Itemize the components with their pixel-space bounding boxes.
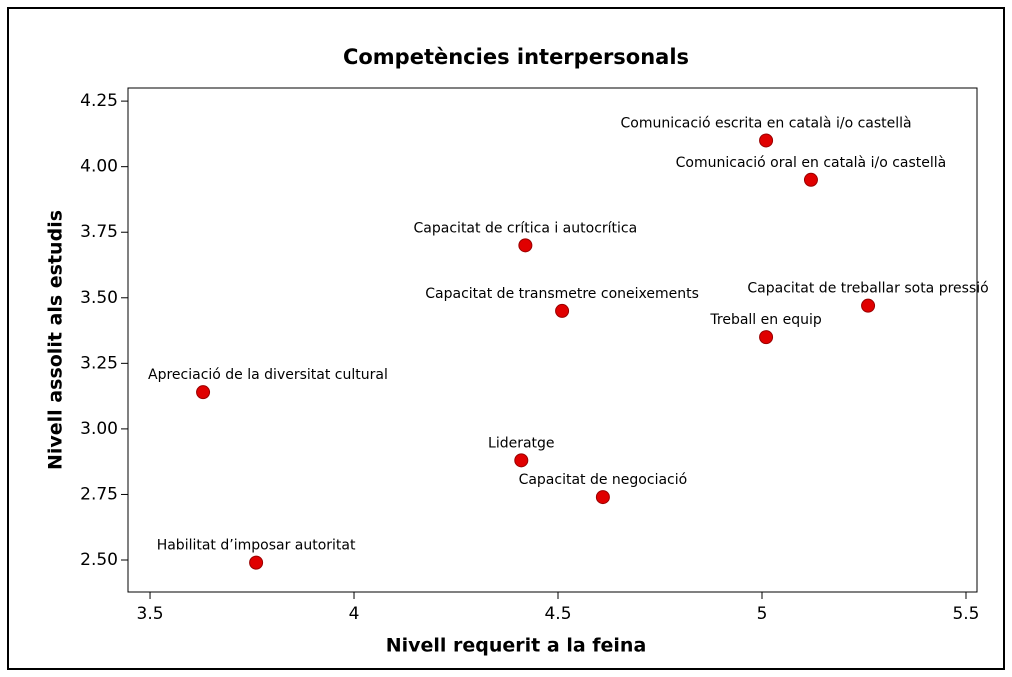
y-tick-label: 3.75 xyxy=(80,222,118,242)
y-tick-label: 3.00 xyxy=(80,419,118,439)
point xyxy=(595,490,610,505)
y-tick-label: 3.25 xyxy=(80,353,118,373)
point-label: Capacitat de treballar sota pressió xyxy=(747,281,988,297)
y-tick-label: 2.75 xyxy=(80,484,118,504)
point xyxy=(861,298,876,313)
point-label: Capacitat de crítica i autocrítica xyxy=(414,220,638,236)
point-label: Treball en equip xyxy=(709,312,821,328)
point-label: Capacitat de negociació xyxy=(519,472,688,488)
point-label: Comunicació escrita en català i/o castel… xyxy=(621,115,912,131)
point-label: Habilitat d’imposar autoritat xyxy=(157,538,356,554)
point-label: Lideratge xyxy=(488,435,555,451)
x-tick-label: 4.5 xyxy=(544,604,571,624)
x-tick-label: 3.5 xyxy=(137,604,164,624)
point xyxy=(196,385,211,400)
x-tick-label: 4 xyxy=(349,604,360,624)
point xyxy=(759,133,774,148)
point xyxy=(518,238,533,253)
x-tick-label: 5.5 xyxy=(952,604,979,624)
point xyxy=(249,555,264,570)
y-tick-label: 2.50 xyxy=(80,550,118,570)
point xyxy=(803,172,818,187)
point-label: Comunicació oral en català i/o castellà xyxy=(676,155,947,171)
frame xyxy=(7,7,1005,670)
x-axis-label: Nivell requerit a la feina xyxy=(386,635,647,657)
point-label: Apreciació de la diversitat cultural xyxy=(148,367,388,383)
plot-area xyxy=(127,87,978,593)
y-tick-label: 4.25 xyxy=(80,91,118,111)
x-tick-label: 5 xyxy=(757,604,768,624)
chart-title: Competències interpersonals xyxy=(343,45,689,69)
point-label: Capacitat de transmetre coneixements xyxy=(425,286,699,302)
y-tick-label: 3.50 xyxy=(80,288,118,308)
y-tick-label: 4.00 xyxy=(80,157,118,177)
y-axis-label: Nivell assolit als estudis xyxy=(45,210,67,470)
point xyxy=(555,303,570,318)
point xyxy=(759,330,774,345)
point xyxy=(514,453,529,468)
